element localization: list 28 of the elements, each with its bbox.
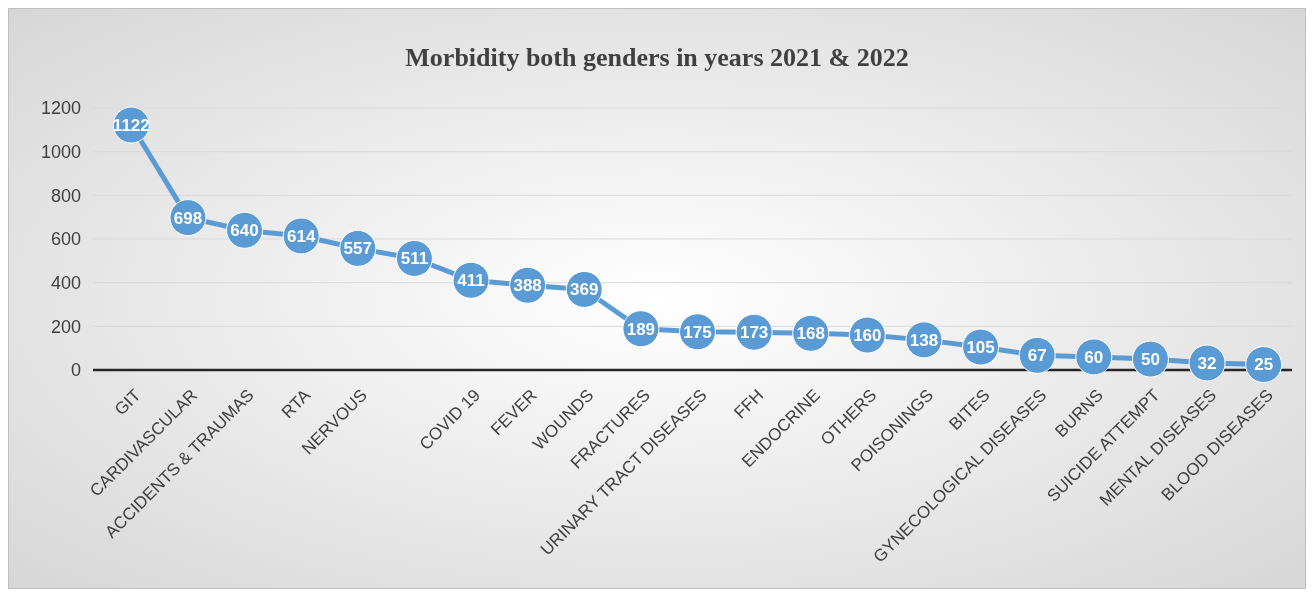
- data-label: 60: [1084, 347, 1104, 367]
- data-label: 411: [457, 271, 485, 291]
- data-label: 557: [343, 239, 372, 259]
- data-label: 50: [1140, 350, 1160, 370]
- data-label: 698: [173, 208, 203, 228]
- data-label: 105: [966, 338, 995, 358]
- y-tick-label: 800: [50, 185, 81, 206]
- data-label: 25: [1254, 355, 1274, 375]
- data-label: 160: [853, 326, 882, 346]
- y-tick-label: 1000: [40, 141, 81, 162]
- y-tick-label: 0: [70, 360, 81, 381]
- data-label: 175: [683, 322, 712, 342]
- data-label: 189: [626, 319, 656, 339]
- chart-title: Morbidity both genders in years 2021 & 2022: [405, 43, 909, 72]
- y-tick-label: 1200: [40, 98, 81, 119]
- y-tick-label: 200: [50, 316, 81, 337]
- y-tick-label: 400: [50, 272, 81, 293]
- data-label: 168: [796, 324, 825, 344]
- data-label: 640: [230, 221, 259, 241]
- data-label: 173: [739, 323, 769, 343]
- data-label: 32: [1197, 353, 1217, 373]
- data-label: 511: [400, 249, 429, 269]
- data-label: 67: [1027, 346, 1047, 366]
- y-tick-label: 600: [50, 229, 81, 250]
- data-label: 614: [286, 226, 316, 246]
- data-label: 388: [513, 276, 542, 296]
- data-label: 369: [570, 280, 599, 300]
- data-label: 138: [909, 330, 939, 350]
